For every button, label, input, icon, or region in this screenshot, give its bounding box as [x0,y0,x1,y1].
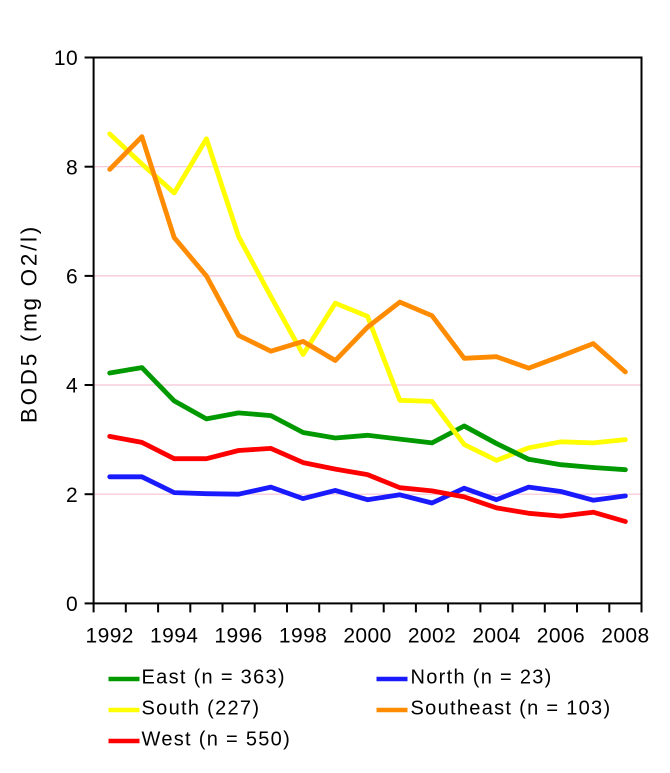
svg-text:1994: 1994 [150,625,198,648]
svg-text:BOD5 (mg O2/l): BOD5 (mg O2/l) [16,224,41,423]
svg-text:West (n = 550): West (n = 550) [142,729,292,751]
svg-text:North (n = 23): North (n = 23) [411,667,553,689]
svg-text:2002: 2002 [408,625,456,648]
svg-text:2000: 2000 [343,625,391,648]
svg-text:1996: 1996 [214,625,262,648]
svg-text:0: 0 [66,593,78,616]
svg-text:1998: 1998 [279,625,327,648]
svg-text:Southeast (n = 103): Southeast (n = 103) [411,698,612,720]
svg-text:4: 4 [66,375,78,398]
svg-text:2: 2 [66,484,78,507]
svg-text:6: 6 [66,266,78,289]
svg-text:2004: 2004 [472,625,520,648]
svg-text:East (n = 363): East (n = 363) [142,667,286,689]
svg-text:10: 10 [54,47,78,70]
svg-text:8: 8 [66,156,78,179]
svg-text:1992: 1992 [86,625,134,648]
svg-text:2008: 2008 [601,625,649,648]
svg-text:2006: 2006 [537,625,585,648]
svg-text:South (227): South (227) [142,698,261,720]
